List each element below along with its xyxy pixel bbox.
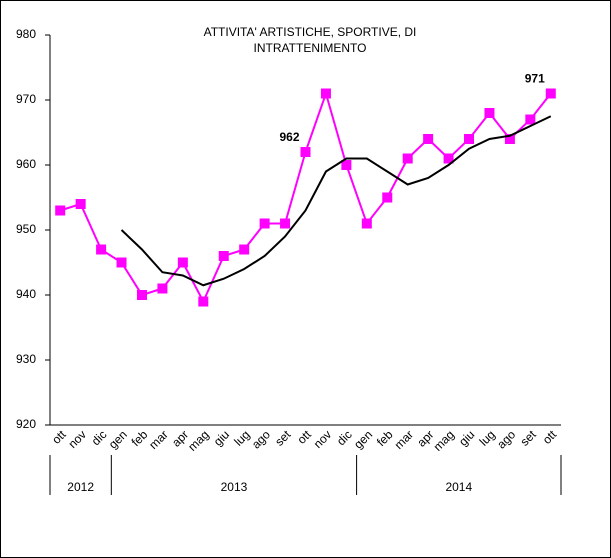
data-point (484, 108, 495, 118)
chart-title: INTRATTENIMENTO (254, 41, 367, 55)
data-point (157, 283, 168, 294)
y-tick-label: 920 (16, 417, 36, 431)
data-point (280, 218, 291, 229)
data-point (116, 257, 127, 268)
data-point (55, 205, 66, 216)
y-tick-label: 930 (16, 352, 36, 366)
x-group-label: 2013 (221, 480, 248, 494)
data-point (525, 114, 536, 125)
y-tick-label: 970 (16, 92, 36, 106)
data-point (443, 153, 454, 164)
data-point (464, 134, 475, 144)
data-point (341, 160, 352, 170)
data-point (402, 153, 413, 164)
data-point (136, 290, 147, 300)
data-point (361, 218, 372, 229)
data-point (423, 134, 434, 144)
data-point (382, 192, 393, 203)
x-group-label: 2012 (67, 480, 94, 494)
y-tick-label: 940 (16, 287, 36, 301)
data-point (239, 244, 250, 255)
data-point (96, 244, 107, 255)
y-tick-label: 960 (16, 157, 36, 171)
y-tick-label: 950 (16, 222, 36, 236)
data-point (75, 199, 86, 209)
chart-title: ATTIVITA' ARTISTICHE, SPORTIVE, DI (204, 25, 417, 39)
data-point (259, 218, 270, 229)
data-point (300, 147, 311, 157)
data-label: 971 (525, 72, 545, 86)
data-point (320, 88, 331, 99)
x-group-label: 2014 (445, 480, 472, 494)
data-point (177, 257, 188, 268)
data-point (198, 296, 209, 307)
data-point (218, 251, 229, 261)
y-tick-label: 980 (16, 27, 36, 41)
data-label: 962 (279, 130, 299, 144)
series-line (120, 115, 552, 287)
data-point (545, 88, 556, 99)
data-point (504, 134, 515, 144)
